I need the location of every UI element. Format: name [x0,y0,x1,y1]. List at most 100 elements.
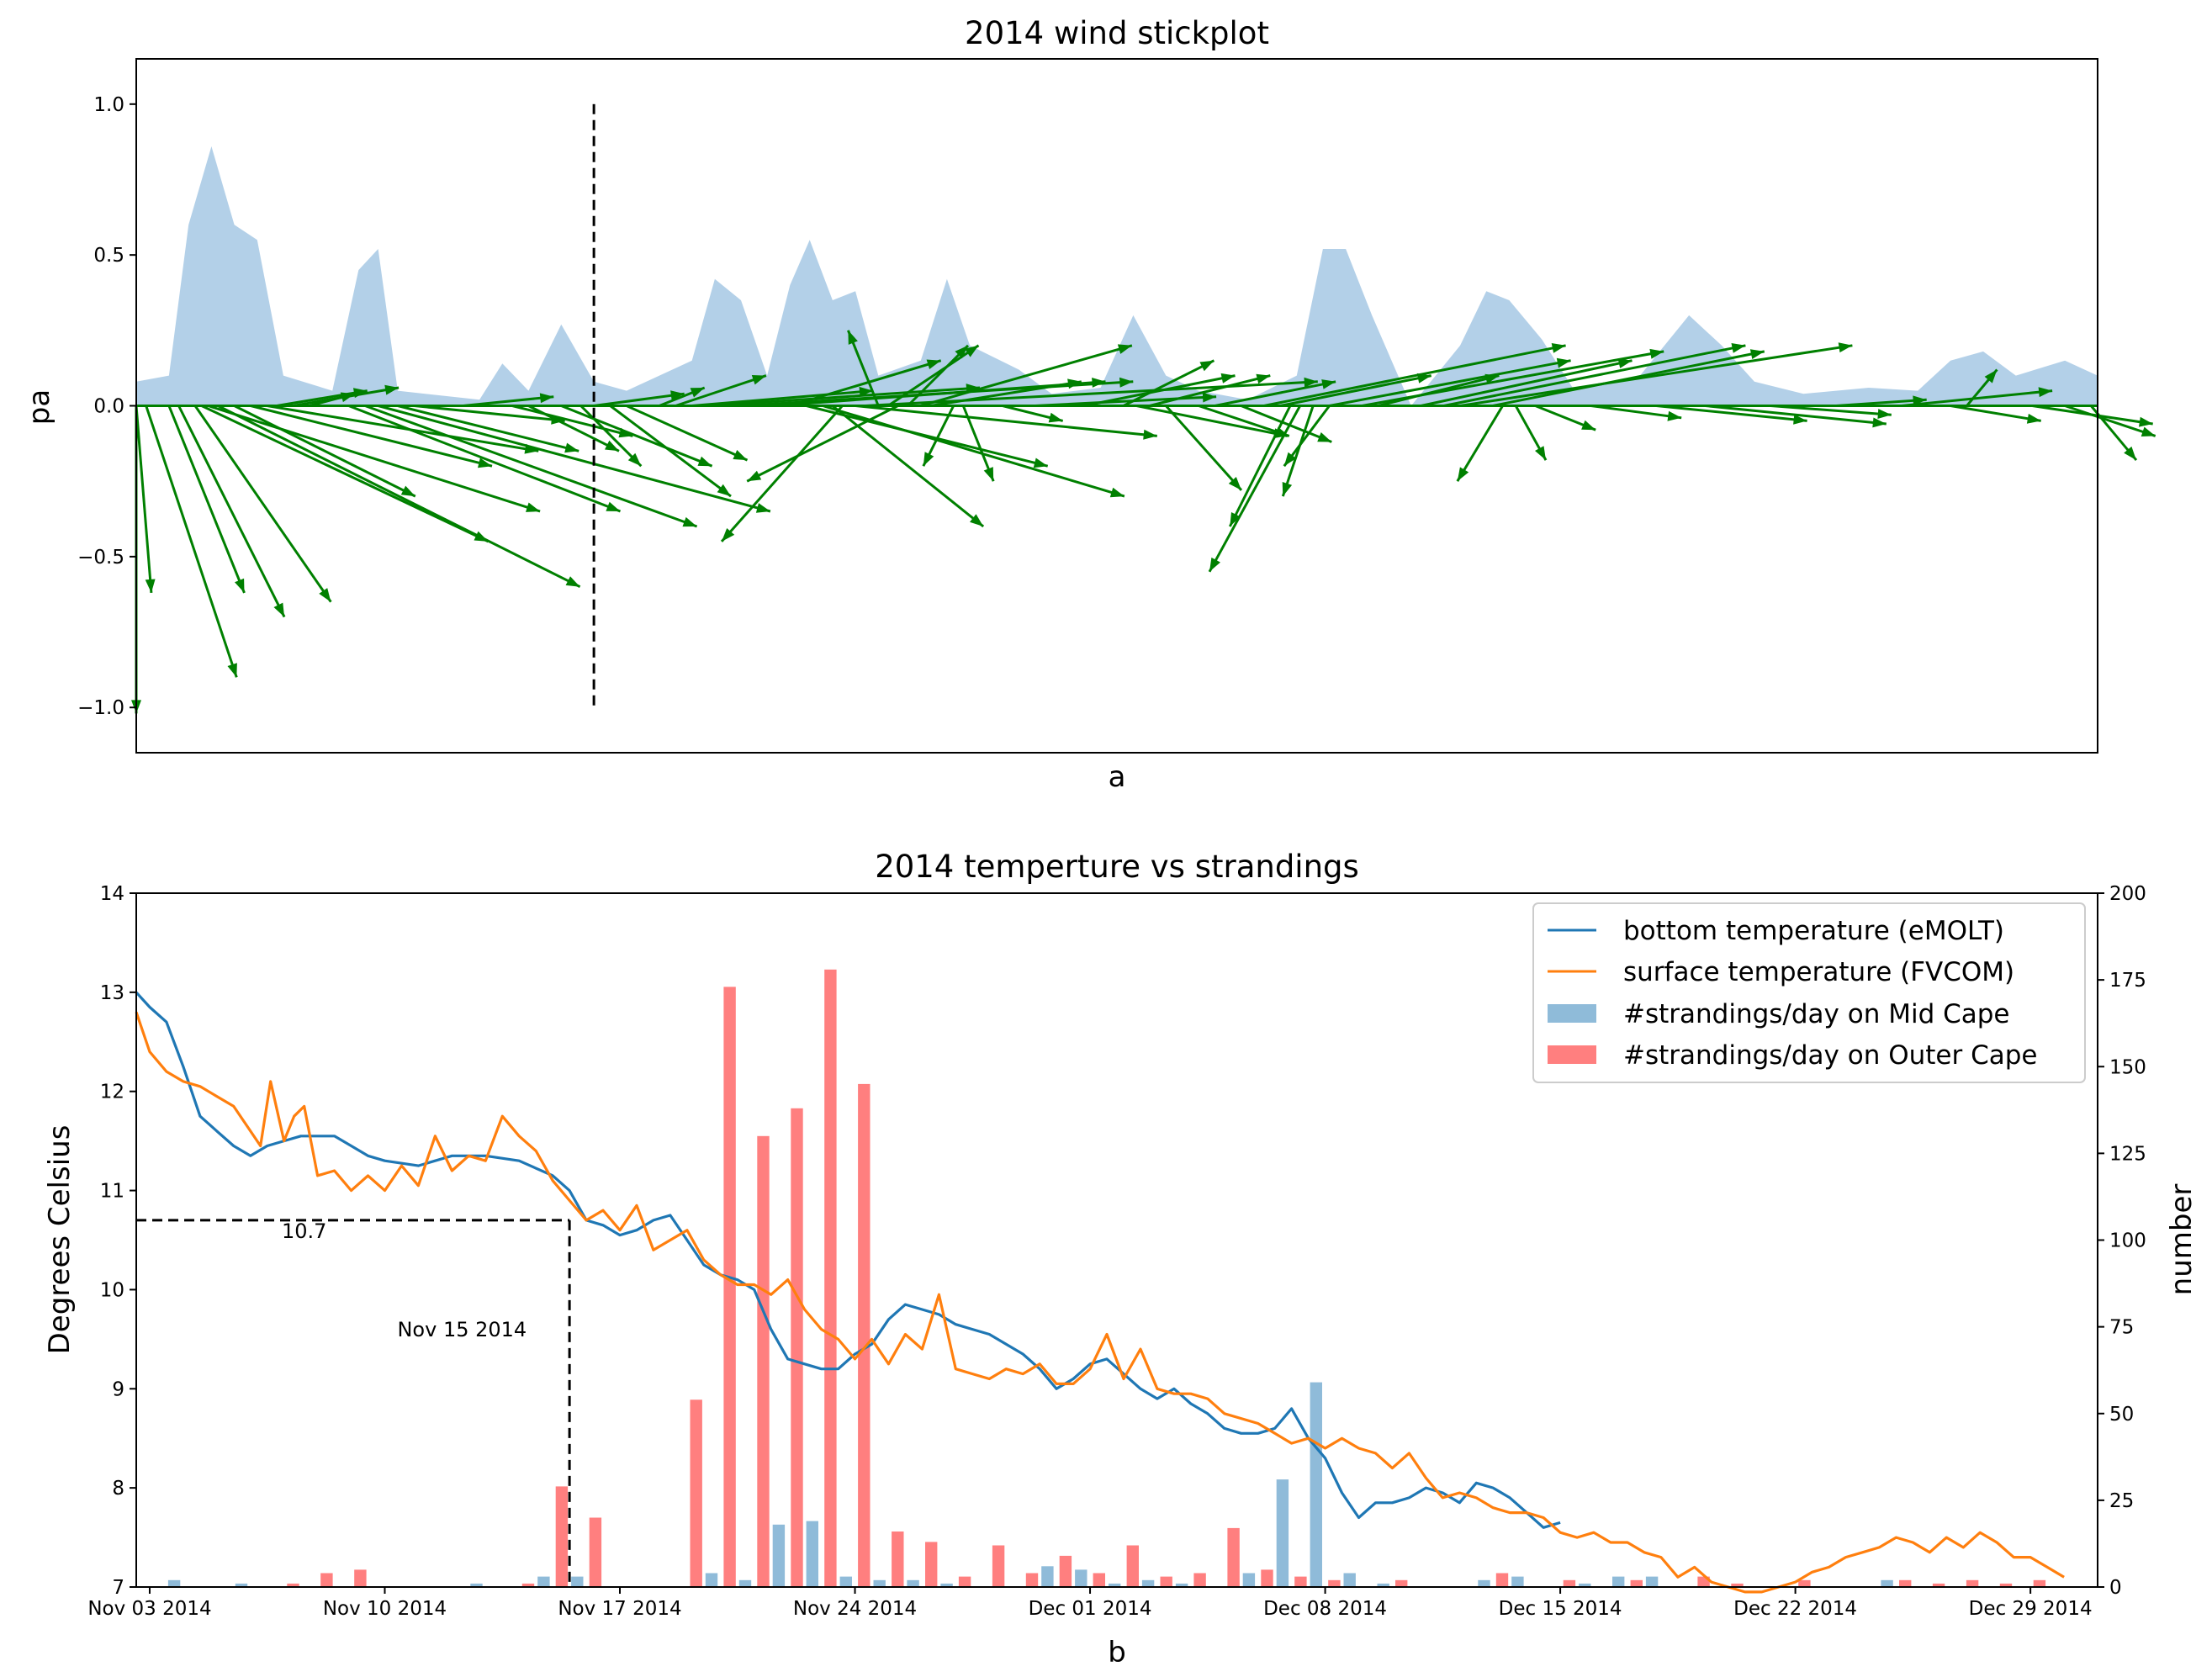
wind-sticks [131,330,2156,714]
mid-cape-bar [839,1576,852,1587]
wind-stick [1281,405,1315,497]
top-y-axis-label: pa [23,389,56,425]
legend-label-surface-temp: surface temperature (FVCOM) [1623,957,2014,987]
wind-stick [378,405,771,513]
wind-stick-arrowhead [1282,482,1293,497]
mid-cape-bar [1310,1382,1322,1587]
wind-stick [463,395,554,407]
mid-cape-bar [167,1579,181,1588]
wind-stick-arrowhead [1228,477,1241,490]
wind-stick-arrowhead [478,458,492,468]
bottom-x-ticks: Nov 03 2014 Nov 10 2014 Nov 17 2014 Nov 24 … [87,1587,2093,1620]
bottom-x-tick-label: Nov 24 2014 [793,1598,917,1620]
wind-magnitude-area [136,146,2098,406]
top-y-tick-label: 0.5 [93,245,124,267]
outer-cape-bar [555,1486,569,1587]
wind-stick-arrowhead [923,452,934,467]
bottom-x-tick-label: Dec 01 2014 [1029,1598,1152,1620]
bottom-y-tick-label: 12 [100,1082,124,1103]
wind-stick [1901,389,2053,407]
wind-stick [855,405,1157,437]
outer-cape-bar [1294,1576,1307,1587]
mid-cape-bar [1075,1569,1087,1587]
wind-stick-arrowhead [1793,414,1807,425]
wind-stick-arrowhead [1109,487,1125,498]
wind-stick [145,405,238,678]
wind-stick [193,405,332,603]
mid-cape-bar [1478,1579,1490,1588]
outer-cape-bar [791,1108,803,1588]
bottom-y2-ticks: 0 25 50 75 100 125 150 175 200 [2098,883,2146,1599]
legend-swatch-mid-cape [1548,1004,1596,1023]
bottom-y-tick-label: 14 [100,883,124,905]
annotations: 10.7 Nov 15 2014 [282,1219,527,1341]
wind-stick-arrowhead [1581,420,1596,431]
wind-stick [708,386,981,407]
mid-cape-bar [940,1583,953,1587]
wind-stick-arrowhead [1617,358,1633,368]
wind-stick-arrowhead [964,345,979,357]
bottom-x-tick-label: Dec 22 2014 [1733,1598,1857,1620]
outer-cape-bar [1093,1573,1105,1587]
wind-stick-arrowhead [605,440,619,452]
bottom-y-tick-label: 8 [112,1478,124,1500]
wind-stick [1241,405,1332,443]
wind-stick [1198,405,1290,437]
outer-cape-bar [858,1083,871,1587]
wind-stick-arrowhead [690,388,705,398]
wind-stick [1705,405,1887,426]
wind-stick-arrowhead [565,576,580,587]
wind-stick [1590,405,1682,420]
bottom-y2-tick-label: 50 [2109,1404,2134,1426]
wind-stick [865,380,1318,407]
outer-cape-bar [1059,1555,1072,1587]
wind-stick-arrowhead [1143,429,1157,440]
wind-stick-arrowhead [2139,416,2153,427]
outer-cape-bar [589,1517,602,1587]
legend: bottom temperature (eMOLT) surface tempe… [1532,902,2086,1083]
wind-stick-arrowhead [235,578,245,593]
outer-cape-bar [723,987,736,1587]
wind-stick [1656,405,1807,422]
bottom-y2-tick-label: 25 [2109,1490,2134,1512]
bottom-y2-tick-label: 0 [2109,1577,2122,1599]
wind-stick-arrowhead [1230,512,1241,526]
bottom-y2-tick-label: 100 [2109,1230,2146,1252]
wind-stick-arrowhead [722,528,735,542]
top-y-tick-label: −0.5 [77,547,124,569]
bottom-x-tick-label: Nov 10 2014 [323,1598,447,1620]
outer-cape-bar [2033,1579,2046,1588]
wind-stick [920,344,1133,407]
mid-cape-bar [1612,1576,1625,1587]
bottom-chart-title: 2014 temperture vs strandings [875,849,1359,885]
wind-stick [626,405,749,462]
top-x-axis-label: a [1109,760,1126,794]
annotation-temperature: 10.7 [282,1219,326,1243]
outer-cape-bar [992,1545,1005,1587]
wind-stick-arrowhead [1202,392,1217,403]
outer-cape-bar [1966,1579,1979,1588]
bottom-y-tick-label: 13 [100,982,124,1004]
wind-stick-arrowhead [970,514,984,526]
wind-stick-arrowhead [1220,373,1236,384]
wind-stick-arrowhead [682,516,697,527]
mid-cape-bar [873,1579,886,1588]
wind-magnitude-fill [136,146,2098,407]
wind-stick-arrowhead [2141,426,2156,436]
wind-stick-arrowhead [670,390,685,401]
wind-stick-arrowhead [340,392,355,403]
wind-stick-arrowhead [145,579,156,593]
wind-stickplot-panel: 1.00.50.0−0.5−1.0 2014 wind stickplot a … [23,15,2156,794]
wind-stick [1492,350,1765,407]
wind-stick-arrowhead [1117,344,1132,354]
bottom-y2-tick-label: 175 [2109,970,2146,992]
wind-stick [1149,374,1271,407]
mid-cape-bar [1579,1583,1591,1587]
wind-stick [267,405,539,452]
wind-stick [831,405,985,528]
wind-stick [822,405,1125,498]
mid-cape-bar [1109,1583,1121,1587]
wind-stick [1123,359,1215,407]
top-y-tick-label: −1.0 [77,697,124,719]
